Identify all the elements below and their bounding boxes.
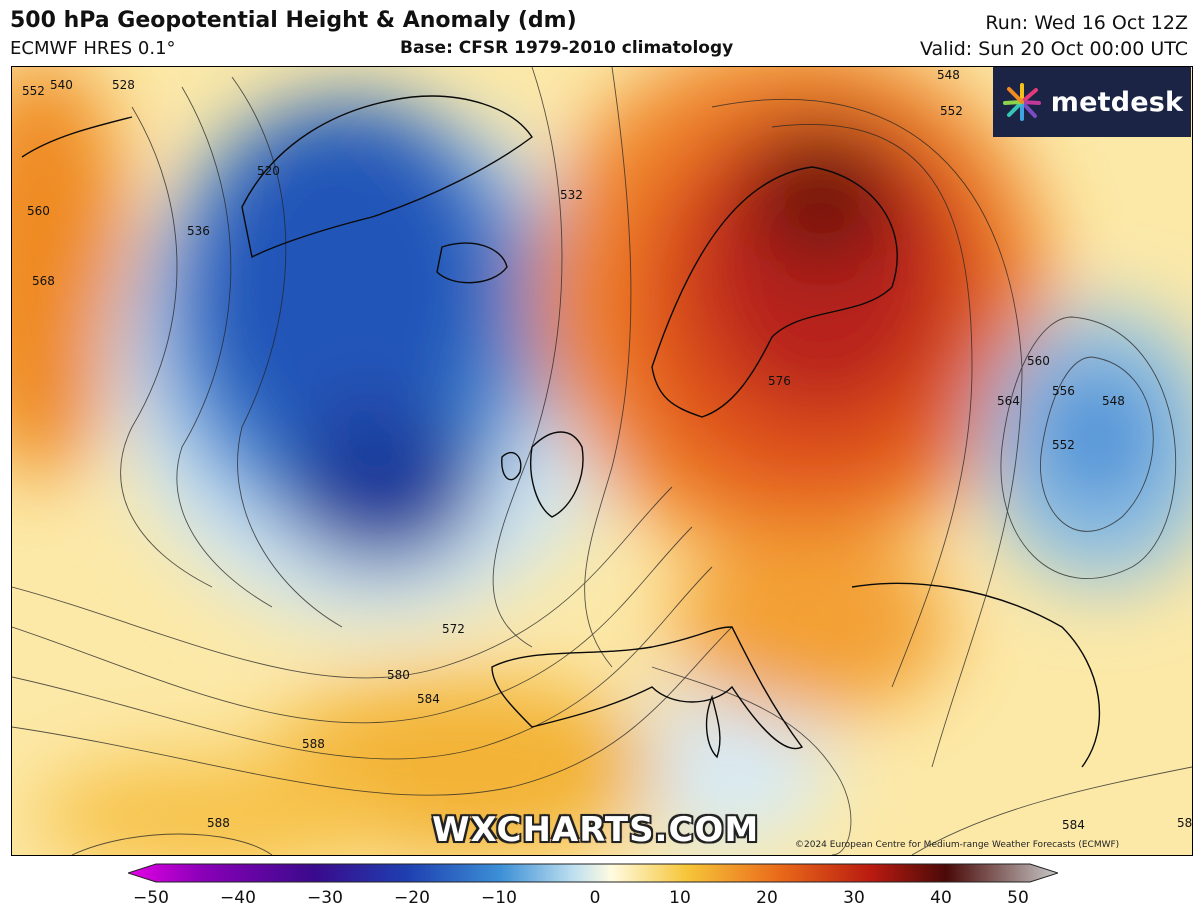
contour-label: 532 xyxy=(560,188,583,202)
contour-label: 588 xyxy=(207,816,230,830)
colorbar-tick: −40 xyxy=(220,888,256,908)
contour-label: 572 xyxy=(442,622,465,636)
contour-label: 552 xyxy=(940,104,963,118)
colorbar-tick: −30 xyxy=(307,888,343,908)
run-time-label: Run: Wed 16 Oct 12Z xyxy=(985,12,1188,34)
colorbar-tick: 0 xyxy=(589,888,601,908)
wxcharts-watermark: WXCHARTS.COM xyxy=(432,810,760,850)
colorbar-tick: 10 xyxy=(669,888,691,908)
contour-label: 580 xyxy=(387,668,410,682)
contour-label: 568 xyxy=(32,274,55,288)
geopotential-map: 552 540 528 520 560 568 536 532 548 552 576 564 560 5… xyxy=(11,66,1193,856)
contour-label: 528 xyxy=(112,78,135,92)
metdesk-logo-text: metdesk xyxy=(1050,86,1184,118)
valid-time-label: Valid: Sun 20 Oct 00:00 UTC xyxy=(920,38,1188,60)
contour-label: 584 xyxy=(417,692,440,706)
contour-label: 552 xyxy=(22,84,45,98)
contour-label: 548 xyxy=(1102,394,1125,408)
contour-label: 520 xyxy=(257,164,280,178)
contour-label: 588 xyxy=(1177,816,1192,830)
contour-label: 536 xyxy=(187,224,210,238)
contour-label: 576 xyxy=(768,374,791,388)
metdesk-logo: metdesk xyxy=(993,67,1191,137)
colorbar-tick: 30 xyxy=(843,888,865,908)
colorbar-tick: −50 xyxy=(133,888,169,908)
contour-label: 556 xyxy=(1052,384,1075,398)
contour-label: 584 xyxy=(1062,818,1085,832)
contour-label: 540 xyxy=(50,78,73,92)
copyright-notice: ©2024 European Centre for Medium-range W… xyxy=(795,840,1120,850)
colorbar-tick: 40 xyxy=(930,888,952,908)
colorbar-tick: −10 xyxy=(481,888,517,908)
map-title: 500 hPa Geopotential Height & Anomaly (d… xyxy=(10,8,577,33)
colorbar-tick: 20 xyxy=(756,888,778,908)
colorbar-tick: −20 xyxy=(394,888,430,908)
contour-label: 560 xyxy=(27,204,50,218)
base-climatology-label: Base: CFSR 1979-2010 climatology xyxy=(400,38,734,58)
anomaly-colorbar xyxy=(128,863,1058,883)
contour-label: 548 xyxy=(937,68,960,82)
contour-label: 552 xyxy=(1052,438,1075,452)
colorbar-tick: 50 xyxy=(1007,888,1029,908)
contour-label: 564 xyxy=(997,394,1020,408)
contour-label: 560 xyxy=(1027,354,1050,368)
metdesk-burst-icon xyxy=(1002,83,1041,121)
contour-label: 588 xyxy=(302,737,325,751)
model-label: ECMWF HRES 0.1° xyxy=(10,38,176,59)
